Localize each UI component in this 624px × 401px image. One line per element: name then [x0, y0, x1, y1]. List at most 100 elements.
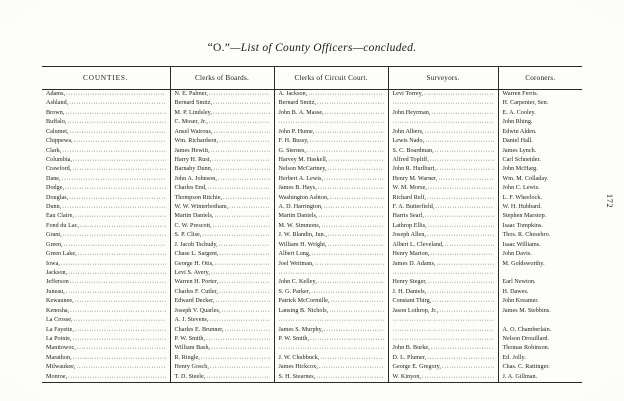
- dot-leader: [210, 363, 270, 372]
- dot-leader: [438, 175, 493, 184]
- county-name-text: Eau Claire,: [46, 213, 74, 220]
- dot-leader: [422, 373, 493, 382]
- cell-coroner: Isaac Tompkins.: [502, 222, 543, 229]
- cell-surveyor: W. M. Morse,: [388, 184, 499, 194]
- dot-leader: [431, 344, 494, 353]
- dot-leader: [206, 373, 269, 382]
- cell-surveyor: [388, 334, 499, 345]
- county-name-text: Green,: [46, 241, 63, 248]
- county-name-text: Marathon,: [46, 354, 72, 361]
- clerk-of-circuit-court-text: S. H. Stearnes,: [278, 373, 316, 380]
- surveyor-text: Albert L. Cleveland,: [392, 241, 444, 248]
- cell-clerk-of-circuit-court: James B. Hays,: [274, 184, 389, 194]
- dot-leader: [279, 118, 384, 127]
- page-title: “O.”—List of County Officers—concluded.: [0, 42, 624, 54]
- cell-surveyor: Lathrop Ellis,: [388, 221, 499, 232]
- dot-leader: [70, 128, 166, 137]
- cell-clerk-of-board: N. E. Palmer,: [170, 89, 275, 100]
- county-name-text: Kewaunee,: [46, 298, 74, 305]
- page-title-quote: “O.”: [207, 42, 231, 54]
- cell-clerk-of-board: William Bash,: [170, 344, 275, 354]
- cell-surveyor: [388, 118, 499, 128]
- surveyor-text: Henry Steger,: [392, 279, 427, 286]
- table-body: Adams, N. E. Palmer, A. Jackson, Levi Torre…: [42, 89, 582, 384]
- table-row: Douglas, Thompson Ritchie, Washington Asht…: [42, 193, 582, 204]
- county-officers-table-wrapper: COUNTIES. Clerks of Boards. Clerks of Ci…: [42, 66, 582, 384]
- table-row: Ashland, Bernard Smitz, Bernard Smitz, H. C…: [42, 99, 582, 109]
- dot-leader: [68, 269, 165, 278]
- dot-leader: [215, 260, 270, 269]
- dot-leader: [393, 269, 494, 278]
- cell-clerk-of-board: Wm. Richardson,: [170, 137, 275, 147]
- county-name-text: Douglas,: [46, 194, 69, 201]
- dot-leader: [62, 175, 166, 184]
- cell-coroner: John Rhing.: [502, 119, 533, 126]
- cell-surveyor: F. A. Butterfield,: [388, 203, 499, 213]
- dot-leader: [64, 241, 166, 250]
- clerk-of-board-text: R. Ringle,: [174, 354, 200, 361]
- surveyor-text: Joseph Allen,: [392, 232, 426, 239]
- dot-leader: [70, 278, 166, 287]
- clerk-of-board-text: Thompson Ritchie,: [174, 194, 223, 201]
- cell-clerk-of-circuit-court: Martin Daniels,: [274, 212, 389, 222]
- dot-leader: [319, 363, 384, 372]
- cell-surveyor: Levi Torrey,: [388, 89, 499, 100]
- dot-leader: [220, 250, 270, 259]
- dot-leader: [219, 241, 270, 250]
- dot-leader: [73, 354, 166, 363]
- clerk-of-circuit-court-text: Nelson McCartney,: [278, 166, 327, 173]
- dot-leader: [211, 344, 269, 353]
- cell-surveyor: [388, 99, 499, 109]
- dot-leader: [222, 307, 270, 316]
- county-name-text: Dunn,: [46, 204, 62, 211]
- dot-leader: [328, 231, 384, 240]
- dot-leader: [427, 194, 494, 203]
- surveyor-text: John B. Burke,: [392, 345, 430, 352]
- dot-leader: [393, 326, 494, 335]
- cell-clerk-of-circuit-court: [274, 269, 389, 279]
- cell-coroner: [498, 316, 582, 325]
- dot-leader: [308, 90, 383, 99]
- dot-leader: [229, 203, 269, 212]
- cell-surveyor: John B. Burke,: [388, 344, 499, 354]
- clerk-of-board-text: Wm. Richardson,: [174, 138, 219, 145]
- cell-clerk-of-board: Charles F. Cutler,: [170, 287, 275, 298]
- surveyor-text: James D. Adams,: [392, 260, 436, 267]
- dot-leader: [77, 344, 166, 353]
- cell-surveyor: Joseph Allen,: [388, 231, 499, 241]
- cell-coroner: John McHarg.: [502, 166, 538, 173]
- clerk-of-circuit-court-text: James Hickcox,: [278, 364, 318, 371]
- dot-leader: [279, 269, 384, 278]
- table-row: La Fayette, Charles E. Brunner, James S. M…: [42, 325, 582, 335]
- cell-county-name: Dunn,: [42, 203, 171, 213]
- cell-county-name: Columbia,: [42, 155, 171, 166]
- dot-leader: [208, 184, 270, 193]
- dot-leader: [307, 147, 384, 156]
- dot-leader: [69, 194, 165, 203]
- clerk-of-circuit-court-text: Bernard Smitz,: [278, 100, 317, 107]
- dot-leader: [66, 90, 165, 99]
- cell-clerk-of-circuit-court: Bernard Smitz,: [274, 99, 389, 109]
- cell-clerk-of-board: P. W. Smith,: [170, 334, 275, 345]
- clerk-of-board-text: Charles F. Cutler,: [174, 288, 218, 295]
- surveyor-text: George E. Gregory,: [392, 364, 441, 371]
- cell-county-name: Manitowoc,: [42, 344, 171, 354]
- cell-surveyor: Lewis Nado,: [388, 137, 499, 147]
- dot-leader: [219, 288, 270, 297]
- dot-leader: [324, 203, 384, 212]
- dot-leader: [428, 278, 494, 287]
- cell-clerk-of-circuit-court: Nelson McCartney,: [274, 165, 389, 175]
- dot-leader: [425, 212, 494, 221]
- surveyor-text: W. M. Morse,: [392, 185, 427, 192]
- clerk-of-circuit-court-text: James B. Hays,: [278, 185, 317, 192]
- cell-clerk-of-circuit-court: Herbert A. Lewis,: [274, 174, 389, 185]
- cell-clerk-of-circuit-court: A. Jackson,: [274, 89, 389, 100]
- cell-clerk-of-circuit-court: F. H. Bussy,: [274, 137, 389, 147]
- dot-leader: [424, 90, 494, 99]
- dot-leader: [215, 212, 270, 221]
- cell-coroner: Wm. M. Colladay.: [502, 175, 549, 182]
- dot-leader: [61, 260, 166, 269]
- cell-surveyor: George E. Gregory,: [388, 363, 499, 373]
- table-row: Buffalo, C. Moser, Jr., John Rhing.: [42, 118, 582, 128]
- dot-leader: [393, 316, 494, 325]
